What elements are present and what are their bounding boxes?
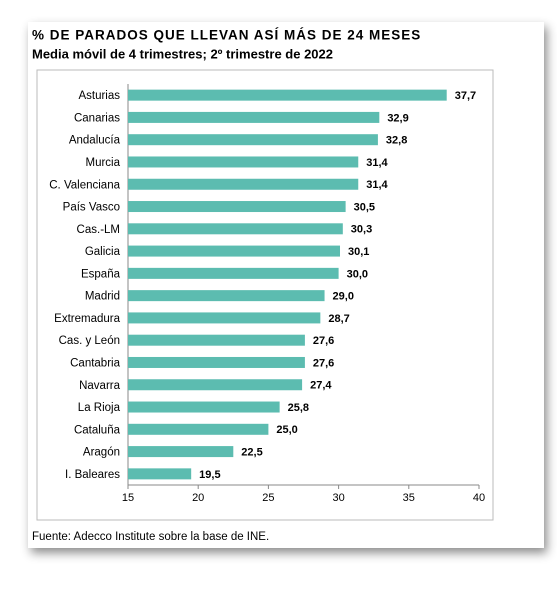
x-tick-label: 40 [473, 492, 485, 504]
chart-title: % DE PARADOS QUE LLEVAN ASÍ MÁS DE 24 ME… [32, 28, 421, 43]
y-tick-label: Aragón [83, 447, 120, 459]
bar [128, 89, 447, 101]
value-label: 30,1 [348, 246, 369, 258]
y-tick-label: Extremadura [54, 313, 120, 325]
y-tick-label: La Rioja [78, 402, 121, 414]
y-tick-label: País Vasco [63, 202, 120, 214]
y-tick-label: Andalucía [69, 135, 121, 147]
value-label: 31,4 [366, 157, 388, 169]
value-label: 30,3 [351, 224, 372, 236]
card [28, 22, 544, 548]
y-tick-label: I. Baleares [65, 469, 120, 481]
bar [128, 223, 343, 235]
value-label: 30,5 [354, 201, 375, 213]
value-label: 31,4 [366, 179, 388, 191]
value-label: 32,8 [386, 135, 407, 147]
y-tick-label: España [81, 268, 121, 280]
x-tick-label: 30 [332, 492, 344, 504]
y-tick-label: Cas. y León [59, 335, 120, 347]
bar [128, 401, 280, 413]
bar [128, 423, 269, 435]
bar [128, 267, 339, 279]
bar [128, 156, 359, 168]
chart-subtitle: Media móvil de 4 trimestres; 2º trimestr… [32, 46, 333, 61]
y-tick-label: Navarra [79, 380, 121, 392]
source-note: Fuente: Adecco Institute sobre la base d… [32, 531, 269, 543]
bar [128, 379, 303, 391]
bar [128, 245, 341, 257]
value-label: 25,8 [288, 402, 309, 414]
x-tick-label: 20 [192, 492, 204, 504]
value-label: 27,6 [313, 335, 334, 347]
bar [128, 111, 380, 123]
y-tick-label: Canarias [74, 112, 120, 124]
x-tick-label: 25 [262, 492, 274, 504]
y-tick-label: Galicia [85, 246, 121, 258]
y-tick-label: Cas.-LM [77, 224, 120, 236]
y-tick-label: Asturias [78, 90, 120, 102]
bar [128, 134, 378, 146]
y-tick-label: Madrid [85, 291, 120, 303]
y-tick-label: Murcia [85, 157, 120, 169]
x-tick-label: 35 [403, 492, 415, 504]
value-label: 27,6 [313, 357, 334, 369]
value-label: 25,0 [276, 424, 297, 436]
bar [128, 290, 325, 302]
bar [128, 446, 234, 458]
bar [128, 468, 192, 480]
value-label: 29,0 [333, 291, 354, 303]
bar [128, 201, 346, 213]
value-label: 22,5 [241, 446, 262, 458]
value-label: 27,4 [310, 380, 332, 392]
bar [128, 356, 305, 368]
bar [128, 334, 305, 346]
value-label: 19,5 [199, 469, 220, 481]
value-label: 28,7 [328, 313, 349, 325]
y-tick-label: C. Valenciana [49, 179, 120, 191]
bar [128, 178, 359, 190]
value-label: 30,0 [347, 268, 368, 280]
value-label: 37,7 [455, 90, 476, 102]
x-tick-label: 15 [122, 492, 134, 504]
y-tick-label: Cataluña [74, 424, 121, 436]
y-tick-label: Cantabria [70, 358, 120, 370]
value-label: 32,9 [387, 112, 408, 124]
bar [128, 312, 321, 324]
plot-frame [36, 69, 494, 521]
